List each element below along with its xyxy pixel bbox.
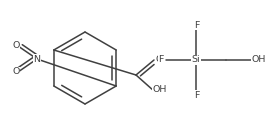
Text: F: F <box>158 55 164 65</box>
Text: Si: Si <box>192 55 200 65</box>
Text: F: F <box>194 91 200 99</box>
Text: O: O <box>12 68 20 76</box>
Text: O: O <box>12 42 20 51</box>
Text: OH: OH <box>153 85 167 95</box>
Text: F: F <box>194 21 200 29</box>
Text: OH: OH <box>252 55 266 64</box>
Text: O: O <box>155 55 163 65</box>
Text: N: N <box>34 55 40 64</box>
